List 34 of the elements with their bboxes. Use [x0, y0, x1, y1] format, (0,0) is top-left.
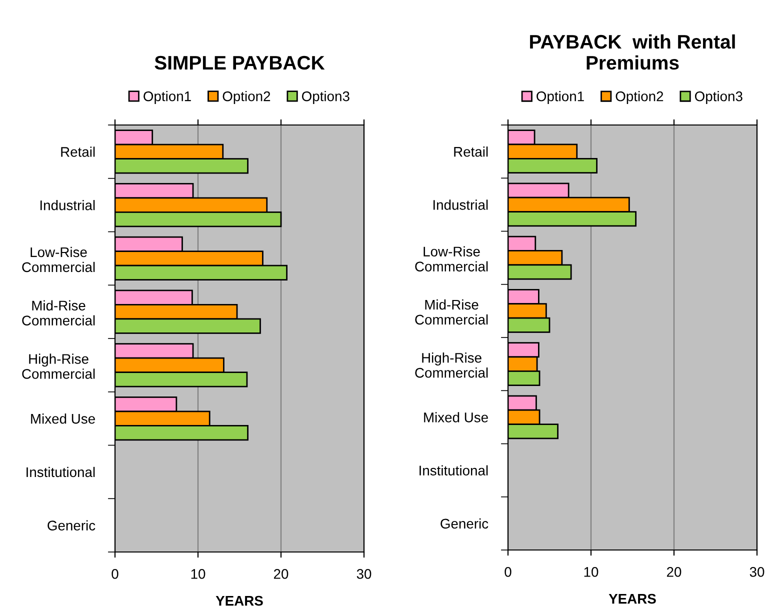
chart-title: SIMPLE PAYBACK	[154, 56, 325, 70]
x-tick-label: 20	[666, 567, 682, 577]
legend-label: Option2	[222, 91, 270, 104]
y-tick-label: Institutional	[420, 465, 488, 476]
y-tick-label: Retail	[454, 146, 488, 157]
y-tick-label: Industrial	[433, 200, 488, 210]
x-axis-title: YEARS	[216, 596, 263, 606]
x-tick-label: 30	[356, 569, 372, 579]
y-tick-label: Mixed Use	[424, 412, 488, 422]
y-tick-label: Institutional	[26, 466, 95, 478]
y-tick-label: High-Rise Commercial	[415, 352, 488, 378]
y-tick-label: High-Rise Commercial	[22, 354, 95, 379]
legend-label: Option1	[144, 91, 191, 104]
x-axis-title: YEARS	[608, 594, 656, 604]
y-tick-label: Low-Rise Commercial	[22, 246, 95, 272]
y-tick-label: Generic	[48, 520, 96, 530]
legend-label: Option3	[694, 91, 742, 104]
y-tick-label: Mid-Rise Commercial	[22, 300, 95, 326]
x-tick-label: 10	[584, 567, 598, 577]
y-tick-label: Generic	[440, 518, 488, 529]
y-tick-label: Mid-Rise Commercial	[415, 299, 488, 325]
legend-label: Option3	[302, 91, 350, 104]
legend-label: Option2	[616, 91, 664, 104]
x-tick-label: 20	[274, 569, 288, 579]
chart-title: PAYBACK with Rental Premiums	[530, 34, 735, 70]
x-tick-label: 0	[112, 569, 118, 579]
y-tick-label: Low-Rise Commercial	[415, 246, 488, 272]
x-tick-label: 0	[504, 567, 512, 577]
legend-label: Option1	[536, 91, 584, 104]
x-tick-label: 10	[191, 569, 206, 579]
y-tick-label: Industrial	[40, 200, 95, 210]
y-tick-label: Mixed Use	[31, 414, 95, 424]
x-tick-label: 30	[750, 567, 764, 577]
y-tick-label: Retail	[61, 146, 95, 157]
